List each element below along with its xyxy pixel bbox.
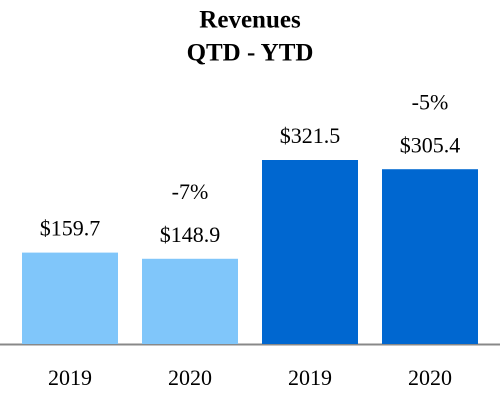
bar xyxy=(22,252,118,344)
value-label: $321.5 xyxy=(280,123,341,148)
x-tick-label: 2020 xyxy=(168,365,212,390)
value-label: $305.4 xyxy=(400,132,461,157)
bar xyxy=(262,160,358,344)
bar xyxy=(382,169,478,344)
x-tick-label: 2020 xyxy=(408,365,452,390)
x-tick-label: 2019 xyxy=(288,365,332,390)
annotation: -7% xyxy=(172,179,209,204)
value-label: $159.7 xyxy=(40,216,101,241)
chart-subtitle: QTD - YTD xyxy=(187,40,314,67)
x-tick-label: 2019 xyxy=(48,365,92,390)
value-label: $148.9 xyxy=(160,222,221,247)
chart-title: Revenues xyxy=(199,7,301,34)
annotation: -5% xyxy=(412,89,449,114)
bar xyxy=(142,258,238,344)
